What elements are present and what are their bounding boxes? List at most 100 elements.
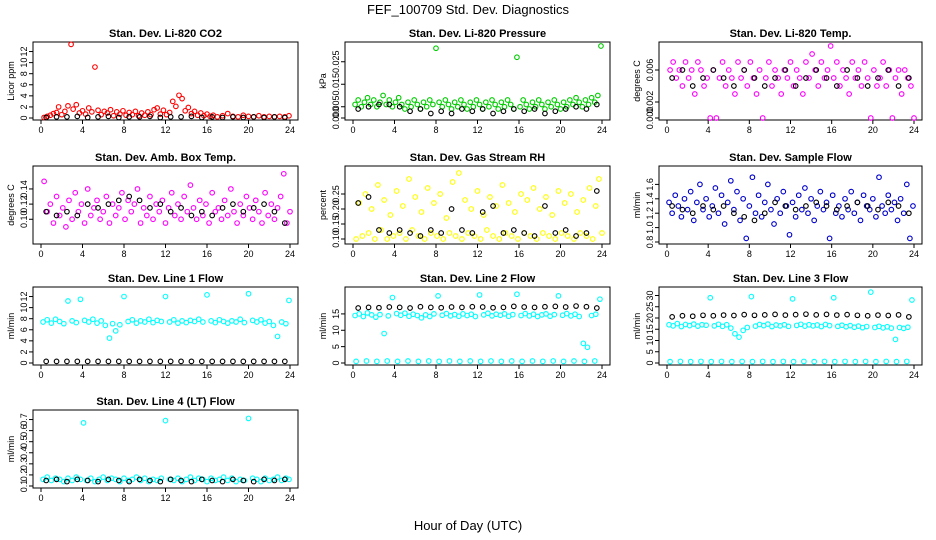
data-point bbox=[454, 103, 461, 110]
y-tick-label: 1.4 bbox=[645, 193, 655, 206]
x-tick-label: 20 bbox=[243, 370, 253, 380]
x-tick-label: 8 bbox=[433, 125, 438, 135]
data-point bbox=[666, 199, 672, 206]
x-tick-label: 12 bbox=[160, 125, 170, 135]
data-point bbox=[396, 103, 403, 110]
data-point bbox=[55, 104, 62, 110]
data-point bbox=[681, 195, 688, 202]
data-point bbox=[116, 321, 123, 328]
data-point bbox=[47, 201, 54, 207]
data-point bbox=[761, 83, 768, 89]
data-point bbox=[355, 305, 362, 311]
data-point bbox=[900, 210, 907, 217]
x-tick-label: 0 bbox=[664, 125, 669, 135]
data-point bbox=[224, 320, 231, 326]
data-point bbox=[468, 311, 475, 318]
data-point bbox=[669, 75, 675, 81]
data-point bbox=[784, 75, 791, 81]
data-point bbox=[451, 99, 458, 106]
data-point bbox=[44, 316, 51, 323]
data-point bbox=[147, 477, 153, 484]
data-point bbox=[381, 330, 387, 337]
data-point bbox=[62, 108, 68, 115]
panel-5: Stan. Dev. Gas Stream RH0 4 8 12 16 20 240.100… bbox=[318, 152, 611, 259]
panel-2: Stan. Dev. Li-820 Pressure 0 4 8 12 16 20 24 0.0… bbox=[318, 28, 611, 135]
data-point bbox=[187, 474, 194, 480]
data-point bbox=[396, 230, 403, 236]
data-point bbox=[218, 216, 225, 223]
plot-frame bbox=[344, 165, 611, 245]
data-point bbox=[732, 91, 738, 97]
y-tick-label: 5 bbox=[645, 349, 655, 354]
data-point bbox=[901, 67, 908, 73]
data-point bbox=[281, 220, 288, 226]
data-point bbox=[271, 216, 278, 223]
data-point bbox=[376, 304, 382, 311]
data-point bbox=[780, 188, 787, 195]
data-point bbox=[782, 67, 789, 73]
data-point bbox=[393, 188, 400, 194]
data-point bbox=[703, 322, 709, 329]
data-point bbox=[415, 233, 422, 239]
data-point bbox=[184, 208, 191, 215]
data-point bbox=[56, 318, 63, 325]
data-point bbox=[92, 64, 98, 70]
y-tick-label: 0.25 bbox=[331, 185, 341, 203]
data-point bbox=[740, 327, 747, 334]
data-point bbox=[439, 103, 446, 110]
data-point bbox=[552, 108, 559, 115]
data-point bbox=[126, 478, 133, 485]
data-point bbox=[470, 103, 477, 110]
data-point bbox=[479, 106, 486, 112]
data-point bbox=[880, 59, 886, 65]
data-point bbox=[261, 201, 267, 207]
data-point bbox=[759, 358, 766, 365]
y-tick-label: 0.10 bbox=[19, 210, 29, 228]
data-point bbox=[490, 233, 496, 239]
data-point bbox=[736, 334, 742, 340]
data-point bbox=[105, 113, 112, 120]
data-point bbox=[79, 107, 86, 114]
data-point bbox=[695, 59, 701, 65]
data-point bbox=[70, 106, 77, 112]
data-point bbox=[593, 305, 600, 311]
data-point bbox=[140, 205, 147, 211]
data-point bbox=[831, 358, 838, 365]
data-point bbox=[168, 189, 175, 196]
data-point bbox=[520, 97, 527, 103]
data-point bbox=[261, 114, 267, 121]
data-point bbox=[386, 101, 393, 108]
data-point bbox=[521, 230, 528, 236]
data-point bbox=[65, 298, 71, 304]
data-point bbox=[240, 477, 247, 484]
data-point bbox=[679, 206, 686, 213]
data-point bbox=[280, 170, 287, 177]
x-tick-label: 8 bbox=[433, 249, 438, 259]
data-point bbox=[839, 213, 845, 220]
y-tick-label: 0 bbox=[645, 360, 655, 365]
data-point bbox=[511, 209, 518, 215]
data-point bbox=[74, 212, 81, 219]
data-point bbox=[803, 59, 809, 65]
data-point bbox=[53, 476, 60, 483]
data-point bbox=[805, 210, 811, 217]
data-point bbox=[718, 192, 725, 199]
data-point bbox=[811, 217, 818, 224]
data-point bbox=[689, 83, 696, 89]
data-point bbox=[214, 114, 221, 120]
data-point bbox=[92, 478, 98, 485]
data-point bbox=[58, 111, 65, 118]
data-point bbox=[191, 318, 198, 325]
data-point bbox=[411, 97, 418, 103]
data-point bbox=[546, 233, 552, 239]
data-point bbox=[116, 478, 123, 485]
data-point bbox=[531, 106, 538, 112]
data-point bbox=[580, 340, 587, 347]
y-axis-label: ml/min bbox=[318, 313, 328, 340]
data-point bbox=[220, 474, 227, 480]
data-point bbox=[181, 193, 188, 200]
data-point bbox=[489, 97, 495, 103]
data-point bbox=[854, 75, 861, 81]
data-point bbox=[490, 203, 496, 209]
data-point bbox=[823, 199, 830, 206]
